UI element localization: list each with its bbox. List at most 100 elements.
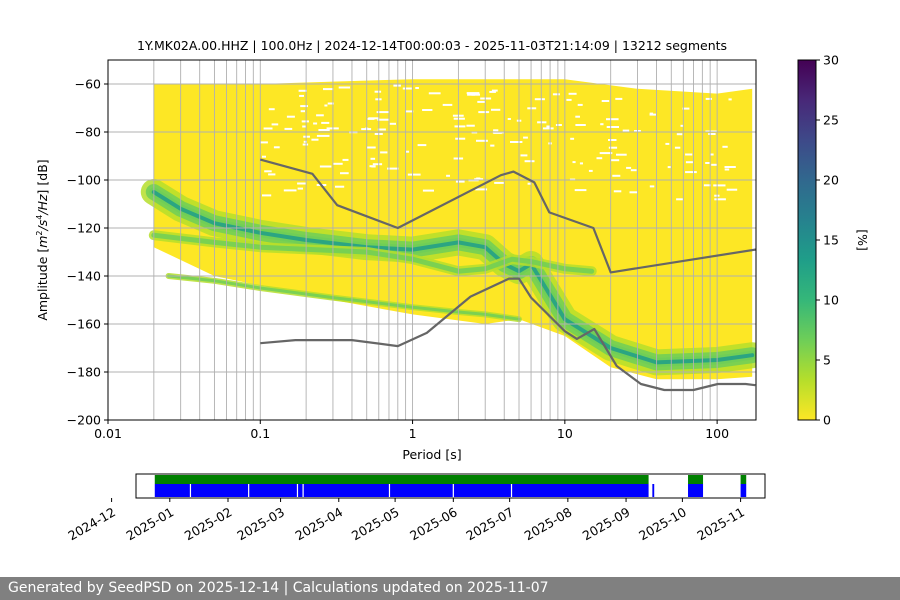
density-gap [523,136,528,139]
density-gap [724,166,736,168]
y-axis-label-prefix: Amplitude [ [35,248,50,321]
density-gap [260,141,268,144]
density-gap [318,129,330,131]
timeline-tick-label: 2025-11 [694,504,747,543]
data-availability-segment [688,475,704,484]
density-gap [466,124,475,127]
density-gap [467,93,480,96]
density-gap [649,185,655,188]
density-gap [612,174,621,177]
density-gap [667,166,671,169]
colorbar-tick-label: 15 [823,233,839,248]
density-gap [489,90,496,93]
density-gap [405,150,410,153]
density-gap [454,125,466,128]
density-gap [422,109,433,111]
density-gap [442,103,453,106]
density-gap [574,189,587,192]
density-gap [298,89,307,92]
density-gap [338,86,351,89]
density-gap [685,153,693,156]
density-gap [476,177,481,180]
density-gap [685,171,697,174]
x-tick-label: 0.1 [250,426,270,441]
density-gap [555,124,562,126]
density-gap [507,118,511,120]
colorbar-tick-label: 25 [823,113,839,128]
density-gap [568,92,577,95]
density-gap [685,161,693,164]
density-gap [478,111,490,114]
density-gap [466,92,480,95]
density-gap [524,160,535,163]
density-gap [324,104,328,107]
chart-title: 1Y.MK02A.00.HHZ | 100.0Hz | 2024-12-14T0… [136,38,728,53]
availability-timeline: 2024-12 2025-01 2025-02 2025-03 2025-04 2025-… [65,473,766,543]
density-gap [299,94,304,97]
density-gap [575,115,580,118]
noise-models [260,158,756,392]
density-gap [572,161,576,164]
y-axis-unit-s: /s [35,219,50,231]
density-gap [601,100,610,102]
density-gap [708,133,716,135]
density-gap [613,190,622,193]
density-gap [264,170,272,173]
density-gap [711,163,718,166]
density-gap [405,110,414,113]
density-gap [370,157,376,160]
density-gap [510,141,523,143]
y-tick-label: −100 [67,173,101,188]
y-axis-unit-exp2: 2 [35,230,44,235]
density-gap [402,87,412,90]
density-gap [494,181,504,184]
x-tick-label: 0.01 [94,426,122,441]
timeline-tick-label: 2024-12 [65,504,118,543]
density-gap [332,162,343,165]
density-gap [527,107,537,110]
y-tick-label: −80 [75,125,101,140]
y-tick-label: −180 [67,365,101,380]
y-axis-unit-m: m [35,236,50,248]
x-axis-label: Period [s] [402,447,461,462]
density-gap [262,194,272,197]
density-gap [268,173,276,176]
y-axis-label-suffix: ] [dB] [35,159,50,194]
density-gap [491,89,498,92]
computed-psd-segment [652,484,655,497]
density-gap [335,185,345,188]
density-gap [570,137,575,140]
density-gap [665,142,670,145]
density-gap [271,123,279,126]
timeline-tick-label: 2025-03 [234,504,287,543]
density-gap [323,88,334,91]
density-gap [428,92,441,95]
y-tick-label: −120 [67,221,101,236]
density-gap [606,126,619,128]
density-gap [703,184,711,187]
density-gap [710,153,714,156]
density-gap [374,90,382,93]
density-gap [630,169,637,172]
density-gap [520,154,528,157]
density-gap [376,111,390,114]
density-gap [283,189,297,192]
psd-figure: 0.01 0.1 1 10 100−60−80−100−120−140−160−180−… [35,53,870,544]
density-gap [268,108,275,111]
density-gap [682,107,690,110]
density-gap [608,146,618,149]
colorbar-bar [797,59,817,421]
density-gap [303,135,310,138]
y-axis-label: Amplitude [m2/s4/Hz] [dB] [35,159,50,320]
nhnm-line [260,158,756,274]
density-gap [546,125,551,128]
density-gap [705,162,710,164]
x-tick-label: 10 [557,426,573,441]
density-gap [455,137,466,140]
timeline-tick-label: 2025-04 [293,504,346,543]
y-axis-unit-hz: /Hz [35,194,50,216]
density-gap [622,129,630,132]
density-gap [389,122,396,125]
density-gap [610,159,620,162]
density-gap [616,153,627,156]
